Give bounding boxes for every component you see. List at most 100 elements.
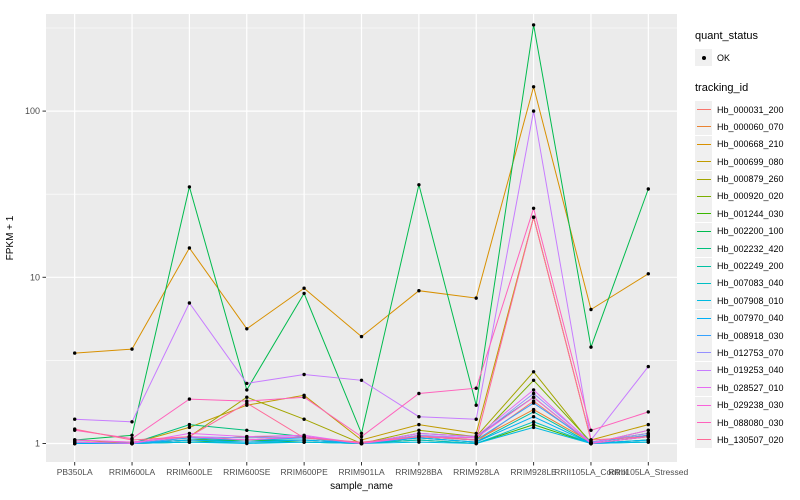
data-point (531, 415, 536, 419)
data-point (417, 183, 421, 187)
data-point (646, 187, 650, 191)
data-point (531, 109, 536, 113)
legend-quant-status: quant_status OK (692, 30, 800, 66)
data-point (531, 401, 536, 405)
data-point (531, 422, 536, 427)
legend-key-box (695, 153, 712, 171)
data-point (245, 395, 249, 399)
data-point (130, 433, 134, 437)
data-point (359, 440, 364, 444)
legend-tracking-item: Hb_002232_420 (695, 240, 800, 258)
data-point (187, 246, 192, 250)
legend-tracking-item: Hb_000031_200 (695, 101, 800, 118)
line-chart: 1 10 100 PB350LA RRIM600LA RRIM600LE RRIM600SE… (5, 14, 689, 492)
data-point (417, 289, 421, 293)
legend-item-label: Hb_008918_030 (717, 330, 784, 341)
x-tick-label: RRII105LA_Control (554, 467, 628, 477)
line-swatch-icon (696, 369, 711, 371)
legend: quant_status OK tracking_id Hb_000031_20… (692, 30, 800, 465)
data-point (531, 425, 536, 430)
legend-key-box (695, 170, 712, 188)
legend-item-label: Hb_002232_420 (717, 243, 784, 254)
data-point (73, 427, 77, 431)
legend-key-box (695, 327, 712, 345)
legend-key-box (695, 240, 712, 258)
legend-item-label: Hb_002200_100 (717, 226, 784, 237)
data-point (359, 434, 364, 439)
data-point (646, 431, 650, 436)
data-point (646, 272, 650, 276)
line-swatch-icon (696, 143, 711, 145)
data-point (302, 436, 306, 440)
legend-key-box (695, 118, 712, 136)
data-point (302, 417, 306, 421)
data-point (187, 431, 192, 436)
legend-tracking-item: Hb_007083_040 (695, 274, 800, 292)
line-swatch-icon (696, 178, 711, 180)
data-point (245, 327, 249, 331)
data-point (646, 422, 650, 427)
data-point (531, 420, 536, 424)
data-point (531, 215, 536, 219)
line-swatch-icon (696, 282, 711, 284)
y-tick-label: 1 (35, 439, 40, 449)
legend-item-label: Hb_000879_260 (717, 174, 784, 185)
data-point (646, 410, 650, 414)
line-swatch-icon (696, 161, 711, 163)
x-tick-label: RRIM928BA (395, 467, 443, 477)
data-point (646, 434, 650, 439)
data-point (245, 388, 249, 392)
legend-item-label: Hb_000699_080 (717, 156, 784, 167)
data-point (531, 23, 536, 27)
data-point (302, 286, 306, 290)
data-point (359, 334, 364, 339)
data-point (531, 370, 536, 374)
data-point (589, 428, 593, 432)
data-point (245, 428, 249, 432)
data-point (646, 428, 650, 432)
data-point (130, 347, 134, 351)
legend-key-box (695, 187, 712, 205)
legend-tracking-item: Hb_007908_010 (695, 292, 800, 310)
data-point (187, 425, 192, 430)
data-point (245, 438, 249, 442)
line-swatch-icon (696, 335, 711, 337)
data-point (589, 438, 593, 442)
data-point (359, 378, 364, 382)
legend-item-label: Hb_088080_030 (717, 417, 784, 428)
legend-tracking-item: Hb_001244_030 (695, 205, 800, 223)
x-tick-label: RRIM928LA (453, 467, 500, 477)
x-tick-label: RRIM901LA (338, 467, 385, 477)
data-point (531, 85, 536, 89)
line-swatch-icon (696, 265, 711, 267)
legend-key-box (695, 257, 712, 275)
legend-item-label: Hb_029238_030 (717, 400, 784, 411)
legend-title-tracking-id: tracking_id (695, 82, 749, 94)
legend-tracking-item: Hb_019253_040 (695, 361, 800, 379)
legend-tracking-item: Hb_000060_070 (695, 118, 800, 136)
legend-item-label: Hb_000060_070 (717, 121, 784, 132)
data-point (474, 386, 478, 390)
legend-item-label: Hb_007970_040 (717, 313, 784, 324)
point-marker-icon (701, 55, 706, 60)
legend-item-label: OK (717, 52, 731, 63)
line-swatch-icon (696, 387, 711, 389)
legend-key-box (695, 101, 712, 118)
legend-item-label: Hb_000920_020 (717, 191, 784, 202)
legend-key-box (695, 414, 712, 432)
data-point (531, 410, 536, 414)
legend-item-label: Hb_012753_070 (717, 347, 784, 358)
legend-tracking-item: Hb_000699_080 (695, 153, 800, 171)
legend-key-box (695, 379, 712, 397)
legend-tracking-item: Hb_002249_200 (695, 257, 800, 275)
legend-tracking-item: Hb_000920_020 (695, 187, 800, 205)
data-point (417, 391, 421, 396)
data-point (646, 438, 650, 442)
data-point (417, 434, 421, 439)
data-point (589, 307, 593, 312)
legend-key-box (695, 222, 712, 240)
data-point (474, 431, 478, 436)
y-tick-label: 10 (30, 272, 40, 282)
legend-item-label: Hb_019253_040 (717, 365, 784, 376)
